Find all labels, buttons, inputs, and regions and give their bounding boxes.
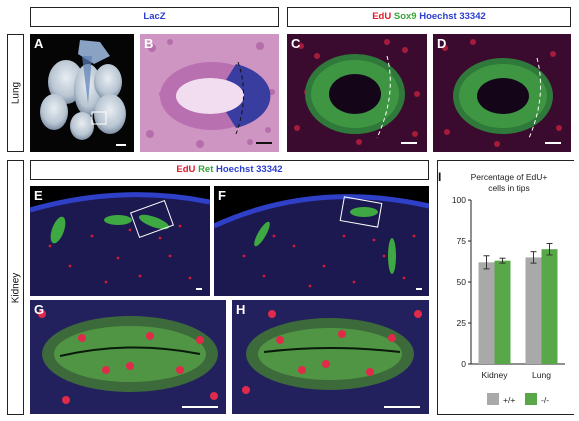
lung-label: Lung [10,81,21,105]
row-label-kidney: Kidney [7,160,24,415]
chart-title-line-2: cells in tips [488,183,530,193]
legend-label: -/- [541,395,549,405]
bar [478,262,495,364]
y-tick-label: 75 [457,236,467,246]
panel-a-lung-lacz: A [30,34,134,152]
bar [494,260,511,364]
lacz-header: LacZ [30,7,279,27]
chart-title-line-1: Percentage of EdU+ [471,172,548,182]
panel-label-h: H [236,302,246,317]
panel-h-kidney-tip: H [232,300,429,414]
panel-e-kidney: E [30,186,210,296]
panel-label-f: F [218,188,226,203]
kidney-header: EdU Ret Hoechst 33342 [30,160,429,180]
scale-bar [116,144,126,146]
lung-image [40,40,126,140]
chart-panel [437,160,574,415]
edu-label: EdU [176,164,196,175]
scale-bar [545,142,561,144]
bar [525,257,542,364]
panel-c-fluorescence: C [287,34,427,152]
scale-bar [416,288,422,290]
y-tick-label: 50 [457,277,467,287]
chart-bars [478,242,558,364]
kidney-image [214,194,429,296]
panel-label-d: D [437,36,447,51]
panel-label-a: A [34,36,44,51]
legend-label: +/+ [503,395,515,405]
bar [541,249,558,364]
chart-axes: 0 25 50 75 100 [452,195,565,369]
panel-label-c: C [291,36,301,51]
edu-sox9-header: EdU Sox9 Hoechst 33342 [287,7,571,27]
legend-swatch [487,393,499,405]
scale-bar [384,406,420,408]
hoechst-label: Hoechst 33342 [216,164,283,175]
legend-swatch [525,393,537,405]
tip-image [30,300,226,414]
tip-image [287,34,427,152]
panel-f-kidney: F [214,186,429,296]
panel-d-fluorescence: D [433,34,571,152]
panel-b-histology: B [140,34,279,152]
y-tick-label: 100 [452,195,466,205]
panel-label-g: G [34,302,45,317]
scale-bar [196,288,202,290]
panel-label-e: E [34,188,43,203]
x-tick-label: Kidney [482,370,509,380]
y-tick-label: 0 [461,359,466,369]
x-tick-label: Lung [532,370,551,380]
lacz-label: LacZ [143,11,166,22]
histology-image [140,34,279,152]
row-label-lung: Lung [7,34,24,152]
scale-bar [256,142,272,144]
panel-label-b: B [144,36,154,51]
y-tick-label: 25 [457,318,467,328]
bar-chart: Percentage of EdU+ cells in tips 0 25 50 75… [452,172,565,405]
chart-legend: +/+ -/- [487,393,549,405]
tip-image [433,34,571,152]
panel-g-kidney-tip: G [30,300,226,414]
kidney-image [30,192,210,296]
scale-bar [182,406,218,408]
scale-bar [401,142,417,144]
ret-label: Ret [198,164,214,175]
chart-panel-label: I [438,170,442,184]
hoechst-label: Hoechst 33342 [419,11,486,22]
chart-x-labels: Kidney Lung [482,370,552,380]
kidney-label: Kidney [10,272,21,303]
sox9-label: Sox9 [393,11,417,22]
edu-label: EdU [372,11,392,22]
tip-image [232,300,429,414]
